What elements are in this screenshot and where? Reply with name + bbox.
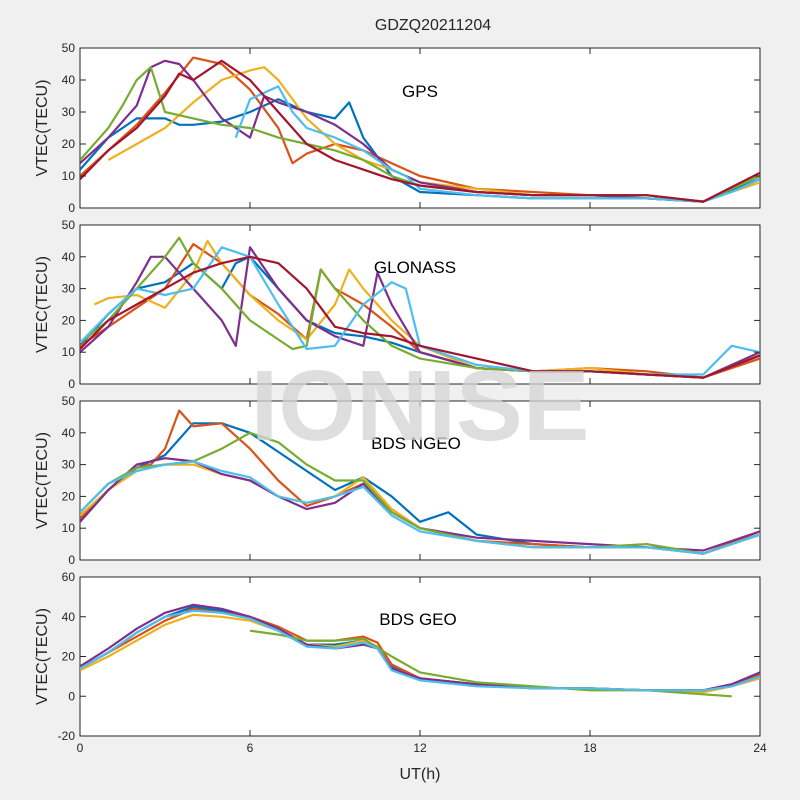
x-tick-label: 12 <box>413 741 427 755</box>
y-tick-label: 30 <box>62 282 76 296</box>
chart-title: GDZQ20211204 <box>375 17 491 34</box>
y-tick-label: -20 <box>58 729 76 743</box>
y-tick-label: 10 <box>62 521 76 535</box>
x-tick-label: 0 <box>77 741 84 755</box>
y-axis-label: VTEC(TECU) <box>34 432 51 529</box>
panel-label: GPS <box>402 82 438 101</box>
x-tick-label: 24 <box>753 741 767 755</box>
y-axis-label: VTEC(TECU) <box>34 256 51 353</box>
y-tick-label: 40 <box>62 73 76 87</box>
y-tick-label: 40 <box>62 250 76 264</box>
y-tick-label: 50 <box>62 218 76 232</box>
series-line-2 <box>93 239 760 379</box>
series-group <box>80 56 760 203</box>
panel-label: GLONASS <box>374 258 456 277</box>
y-tick-label: 30 <box>62 458 76 472</box>
series-group <box>80 409 760 555</box>
y-tick-label: 0 <box>68 553 75 567</box>
panel-1: 0 10 20 30 40 50 VTEC(TECU) GLONASS <box>34 218 761 391</box>
y-tick-label: 20 <box>62 489 76 503</box>
y-tick-label: 40 <box>62 426 76 440</box>
series-group <box>80 603 760 698</box>
y-tick-label: 60 <box>62 570 76 584</box>
series-line-5 <box>234 85 760 203</box>
watermark: IONISE <box>251 350 590 462</box>
y-tick-label: 40 <box>62 610 76 624</box>
x-tick-label: 18 <box>583 741 597 755</box>
y-tick-label: 0 <box>68 689 75 703</box>
series-line-5 <box>80 460 760 555</box>
panel-label: BDS GEO <box>379 610 456 629</box>
panels: 0 10 20 30 40 50 VTEC(TECU) GPS 0 10 20 30 40 50 VTEC(… <box>34 41 767 755</box>
y-tick-label: 50 <box>62 394 76 408</box>
y-axis-label: VTEC(TECU) <box>34 608 51 705</box>
plot-area <box>79 576 761 737</box>
y-tick-label: 0 <box>68 201 75 215</box>
y-axis-label: VTEC(TECU) <box>34 80 51 177</box>
plot-area <box>79 400 761 561</box>
y-tick-label: 20 <box>62 137 76 151</box>
y-tick-label: 10 <box>62 345 76 359</box>
y-tick-label: 10 <box>62 169 76 183</box>
y-tick-label: 20 <box>62 313 76 327</box>
series-line-6 <box>80 59 760 203</box>
y-tick-label: 30 <box>62 105 76 119</box>
panel-label: BDS NGEO <box>371 434 461 453</box>
panel-0: 0 10 20 30 40 50 VTEC(TECU) GPS <box>34 41 761 215</box>
x-tick-label: 6 <box>247 741 254 755</box>
x-axis-label: UT(h) <box>400 766 441 783</box>
y-tick-label: 50 <box>62 41 76 55</box>
y-tick-label: 20 <box>62 650 76 664</box>
panel-2: 0 10 20 30 40 50 VTEC(TECU) BDS NGEO <box>34 394 761 567</box>
series-group <box>80 236 760 379</box>
y-tick-label: 0 <box>68 377 75 391</box>
series-line-3 <box>80 457 760 552</box>
series-line-5 <box>80 609 760 692</box>
series-line-6 <box>80 255 760 379</box>
